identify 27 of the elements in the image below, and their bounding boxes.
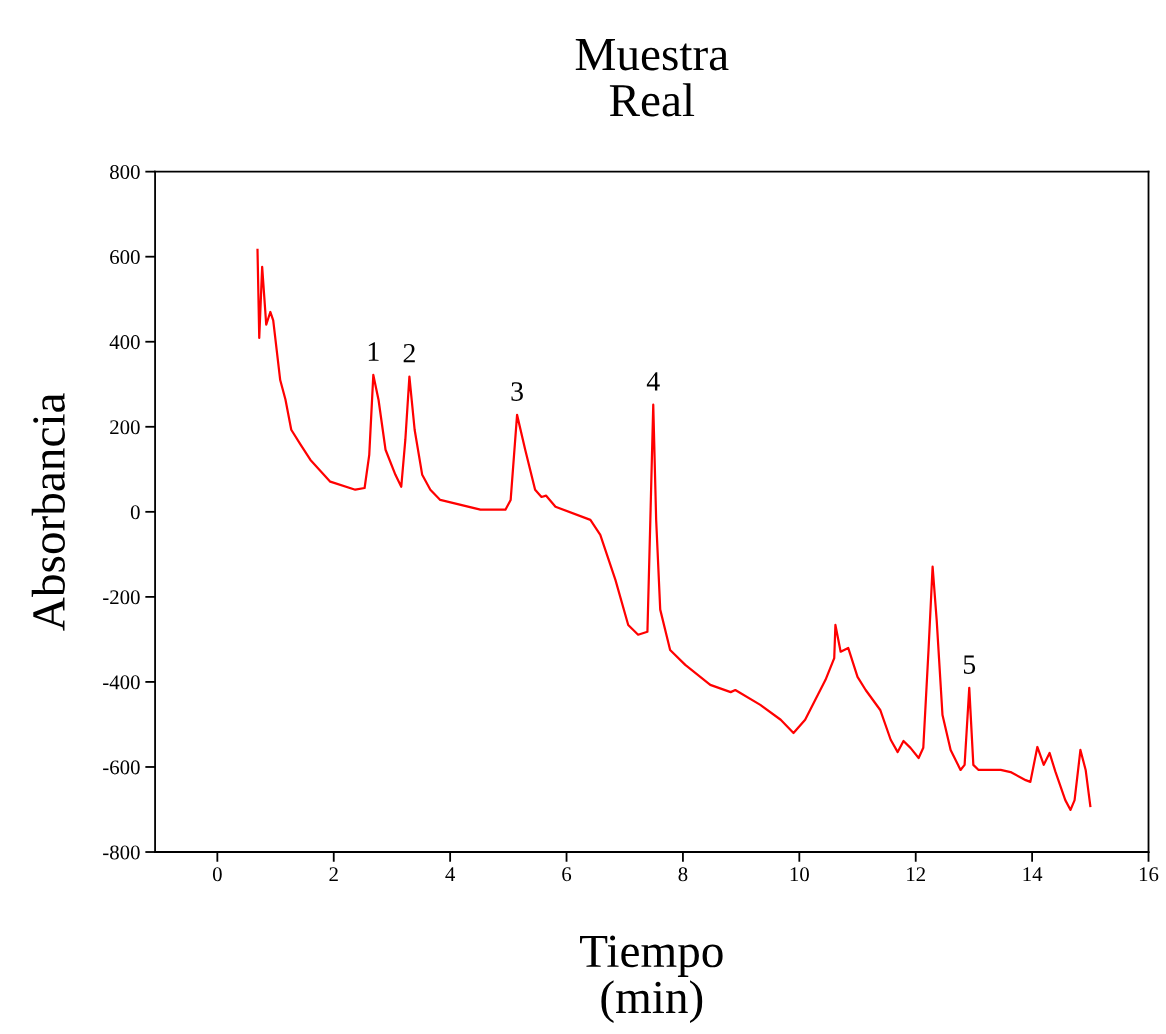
- y-tick-label: 600: [110, 250, 140, 265]
- annotation: 2: [403, 343, 415, 363]
- x-tick-label: 2: [329, 867, 338, 882]
- y-axis-title: Absorbancia: [31, 393, 65, 631]
- x-tick-label: 12: [907, 867, 925, 882]
- x-tick-label: 8: [678, 867, 688, 882]
- y-tick-label: 400: [109, 335, 140, 350]
- x-tick-label: 10: [790, 867, 809, 882]
- x-axis-title: Tiempo (min): [580, 935, 723, 1024]
- line-series: [256, 248, 1092, 812]
- y-tick-label: -200: [103, 590, 140, 605]
- y-tick-label: -800: [103, 845, 140, 860]
- y-tick-label: 800: [110, 165, 140, 180]
- y-tick-label: -600: [103, 760, 140, 775]
- x-tick-label: 0: [212, 867, 222, 882]
- annotation: 5: [963, 655, 976, 674]
- annotation: 3: [511, 382, 523, 401]
- y-tick-label: 200: [110, 420, 140, 435]
- y-tick-label: -400: [103, 675, 140, 690]
- x-tick-label: 4: [445, 867, 456, 882]
- x-tick-label: 6: [562, 867, 572, 882]
- x-tick-label: 16: [1139, 867, 1159, 882]
- x-tick-label: 14: [1023, 867, 1043, 882]
- chart-title: Muestra Real: [575, 39, 729, 117]
- y-tick-label: 0: [130, 505, 140, 520]
- annotation: 1: [368, 342, 379, 361]
- annotation: 4: [646, 372, 660, 391]
